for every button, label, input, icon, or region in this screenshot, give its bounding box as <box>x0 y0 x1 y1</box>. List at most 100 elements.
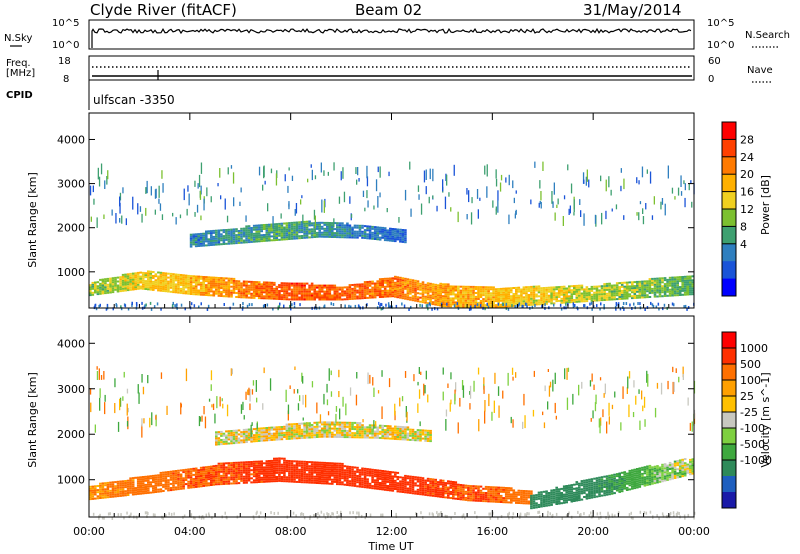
heatmap-cell <box>268 289 271 292</box>
heatmap-cell <box>547 504 551 507</box>
heatmap-cell <box>331 294 334 297</box>
heatmap-cell <box>363 486 367 489</box>
heatmap-cell <box>199 468 203 471</box>
heatmap-cell <box>323 221 326 224</box>
heatmap-cell <box>250 236 253 239</box>
heatmap-cell <box>310 284 314 287</box>
heatmap-cell <box>107 170 109 180</box>
heatmap-cell <box>197 473 200 476</box>
heatmap-cell <box>482 498 485 500</box>
heatmap-cell <box>96 285 100 288</box>
heatmap-cell <box>96 485 100 487</box>
heatmap-cell <box>283 226 286 229</box>
heatmap-cell <box>439 288 442 291</box>
heatmap-cell <box>353 236 357 239</box>
heatmap-cell <box>121 285 125 288</box>
heatmap-cell <box>240 294 243 297</box>
heatmap-cell <box>328 294 332 297</box>
heatmap-cell <box>109 281 112 284</box>
heatmap-cell <box>610 288 614 291</box>
heatmap-cell <box>379 304 381 308</box>
heatmap-cell <box>366 225 369 228</box>
heatmap-cell <box>139 482 142 485</box>
heatmap-cell <box>303 286 306 289</box>
heatmap-cell <box>368 290 372 293</box>
heatmap-cell <box>559 303 562 307</box>
heatmap-cell <box>464 490 468 493</box>
heatmap-cell <box>620 168 622 173</box>
heatmap-cell <box>489 298 493 301</box>
heatmap-cell <box>409 280 412 283</box>
heatmap-cell <box>464 297 468 300</box>
heatmap-cell <box>424 487 427 490</box>
heatmap-cell <box>308 294 311 297</box>
heatmap-cell <box>217 282 221 285</box>
heatmap-cell <box>381 284 384 286</box>
heatmap-cell <box>184 479 188 481</box>
heatmap-cell <box>439 304 442 307</box>
heatmap-cell <box>404 233 407 236</box>
heatmap-cell <box>600 289 604 292</box>
heatmap-cell <box>255 293 258 295</box>
heatmap-cell <box>199 236 203 239</box>
heatmap-cell <box>351 468 354 471</box>
heatmap-cell <box>525 300 528 303</box>
heatmap-cell <box>313 292 316 295</box>
heatmap-cell <box>446 174 448 186</box>
heatmap-cell <box>119 484 122 487</box>
heatmap-cell <box>383 231 387 234</box>
heatmap-cell <box>124 304 127 308</box>
heatmap-cell <box>434 291 437 294</box>
heatmap-cell <box>605 288 609 291</box>
heatmap-cell <box>530 289 533 292</box>
heatmap-cell <box>293 472 296 475</box>
heatmap-cell <box>212 235 216 238</box>
heatmap-cell <box>376 475 379 478</box>
heatmap-cell <box>131 272 135 275</box>
heatmap-cell <box>474 493 478 496</box>
heatmap-cell <box>111 209 113 216</box>
heatmap-cell <box>270 466 274 468</box>
heatmap-cell <box>550 286 553 289</box>
heatmap-cell <box>414 297 417 300</box>
heatmap-cell <box>101 278 105 281</box>
heatmap-cell <box>406 296 410 299</box>
heatmap-cell <box>187 284 190 287</box>
heatmap-cell <box>457 301 460 304</box>
heatmap-cell <box>247 463 251 466</box>
heatmap-cell <box>560 291 563 294</box>
heatmap-cell <box>487 486 490 488</box>
heatmap-cell <box>255 473 258 475</box>
heatmap-cell <box>489 496 493 499</box>
heatmap-cell <box>373 481 377 484</box>
heatmap-cell <box>225 238 228 241</box>
heatmap-cell <box>217 237 221 240</box>
heatmap-cell <box>289 304 291 308</box>
heatmap-cell <box>310 230 314 233</box>
heatmap-cell <box>119 290 122 293</box>
heatmap-cell <box>262 234 266 236</box>
heatmap-cell <box>515 209 517 215</box>
heatmap-cell <box>257 472 261 475</box>
heatmap-cell <box>383 279 387 282</box>
heatmap-cell <box>557 502 561 505</box>
heatmap-cell <box>459 498 463 501</box>
heatmap-cell <box>520 493 523 496</box>
heatmap-cell <box>255 291 258 293</box>
heatmap-cell <box>314 175 317 180</box>
heatmap-cell <box>202 285 205 288</box>
heatmap-cell <box>285 459 289 462</box>
heatmap-cell <box>353 476 357 479</box>
heatmap-cell <box>452 489 455 492</box>
heatmap-cell <box>252 284 256 287</box>
heatmap-cell <box>646 296 649 299</box>
heatmap-cell <box>615 284 619 287</box>
heatmap-cell <box>265 237 269 240</box>
heatmap-cell <box>336 483 339 486</box>
heatmap-cell <box>318 480 321 483</box>
heatmap-cell <box>643 280 647 283</box>
heatmap-cell <box>321 199 323 213</box>
heatmap-cell <box>363 289 367 292</box>
heatmap-cell <box>154 275 158 278</box>
heatmap-cell <box>494 488 498 491</box>
